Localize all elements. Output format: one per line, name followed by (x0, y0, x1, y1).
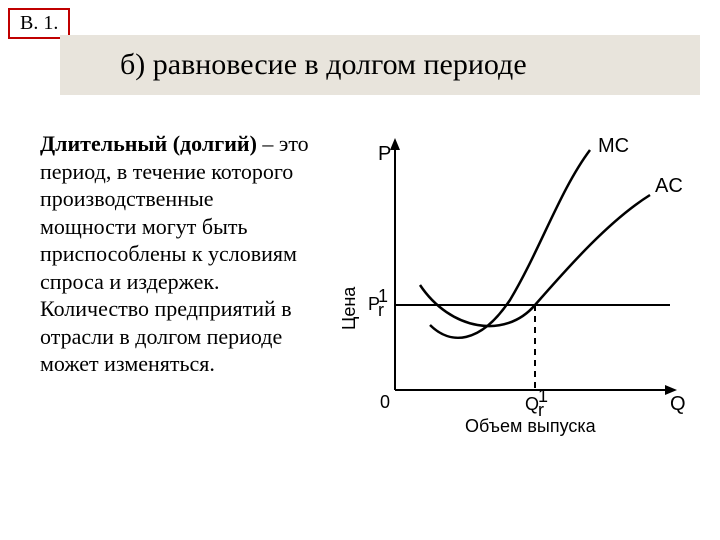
x-axis-label: Объем выпуска (465, 416, 597, 436)
mc-label: MC (598, 135, 629, 157)
definition-text: Длительный (долгий) – это период, в тече… (40, 130, 315, 378)
x-axis-end-label: Q (670, 393, 686, 415)
term-bold: Длительный (долгий) (40, 131, 257, 156)
price-tick-label: P r 1 (368, 286, 388, 320)
chart-svg: P Цена 0 Q Объем выпуска MC AC P r 1 Q r… (330, 130, 690, 460)
page-title: б) равновесие в долгом периоде (120, 48, 527, 82)
y-axis-label: Цена (339, 286, 359, 330)
ac-label: AC (655, 175, 683, 197)
ac-curve (420, 195, 650, 326)
mc-curve (430, 150, 590, 338)
y-axis-top-label: P (378, 143, 391, 165)
title-bar: б) равновесие в долгом периоде (60, 35, 700, 95)
origin-label: 0 (380, 392, 390, 412)
svg-text:Q: Q (525, 394, 539, 414)
svg-text:1: 1 (378, 286, 388, 306)
equilibrium-chart: P Цена 0 Q Объем выпуска MC AC P r 1 Q r… (330, 130, 690, 460)
qty-tick-label: Q r 1 (525, 386, 548, 420)
term-description: – это период, в течение которого произво… (40, 131, 309, 376)
y-axis-arrow (390, 138, 400, 150)
svg-text:1: 1 (538, 386, 548, 406)
